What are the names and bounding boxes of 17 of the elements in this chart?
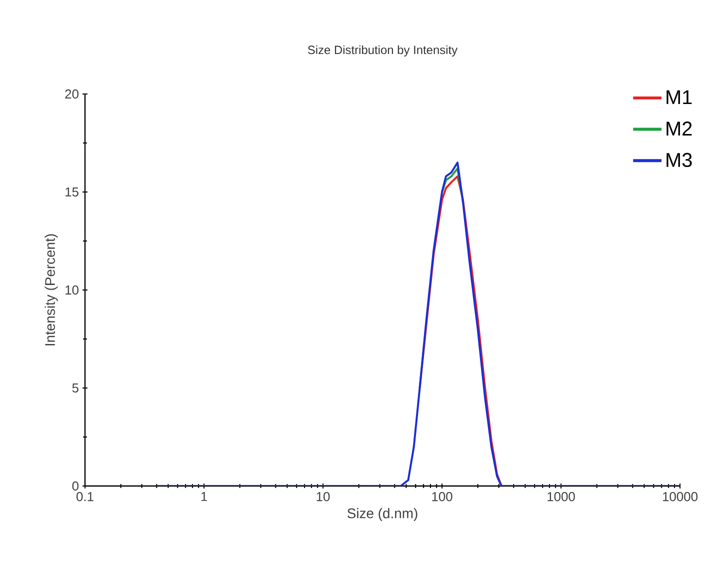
y-tick-label: 0 (72, 481, 78, 491)
x-tick-label: 0.1 (76, 492, 94, 502)
x-axis-title: Size (d.nm) (347, 508, 418, 522)
y-tick-label: 15 (66, 187, 78, 197)
legend-label: M2 (666, 122, 692, 136)
chart-title: Size Distribution by Intensity (308, 45, 458, 56)
y-tick-label: 20 (65, 89, 78, 99)
x-tick-label: 10 (316, 492, 330, 502)
x-tick-label: 100 (432, 492, 452, 502)
y-tick-label: 5 (72, 383, 78, 393)
legend-label: M1 (666, 90, 692, 104)
x-tick-label: 1000 (548, 492, 575, 502)
y-tick-label: 10 (66, 285, 78, 295)
x-tick-label: 10000 (662, 492, 698, 502)
x-tick-label: 1 (201, 492, 207, 501)
legend-label: M3 (666, 152, 692, 168)
y-axis-title: Intensity (Percent) (44, 234, 58, 346)
